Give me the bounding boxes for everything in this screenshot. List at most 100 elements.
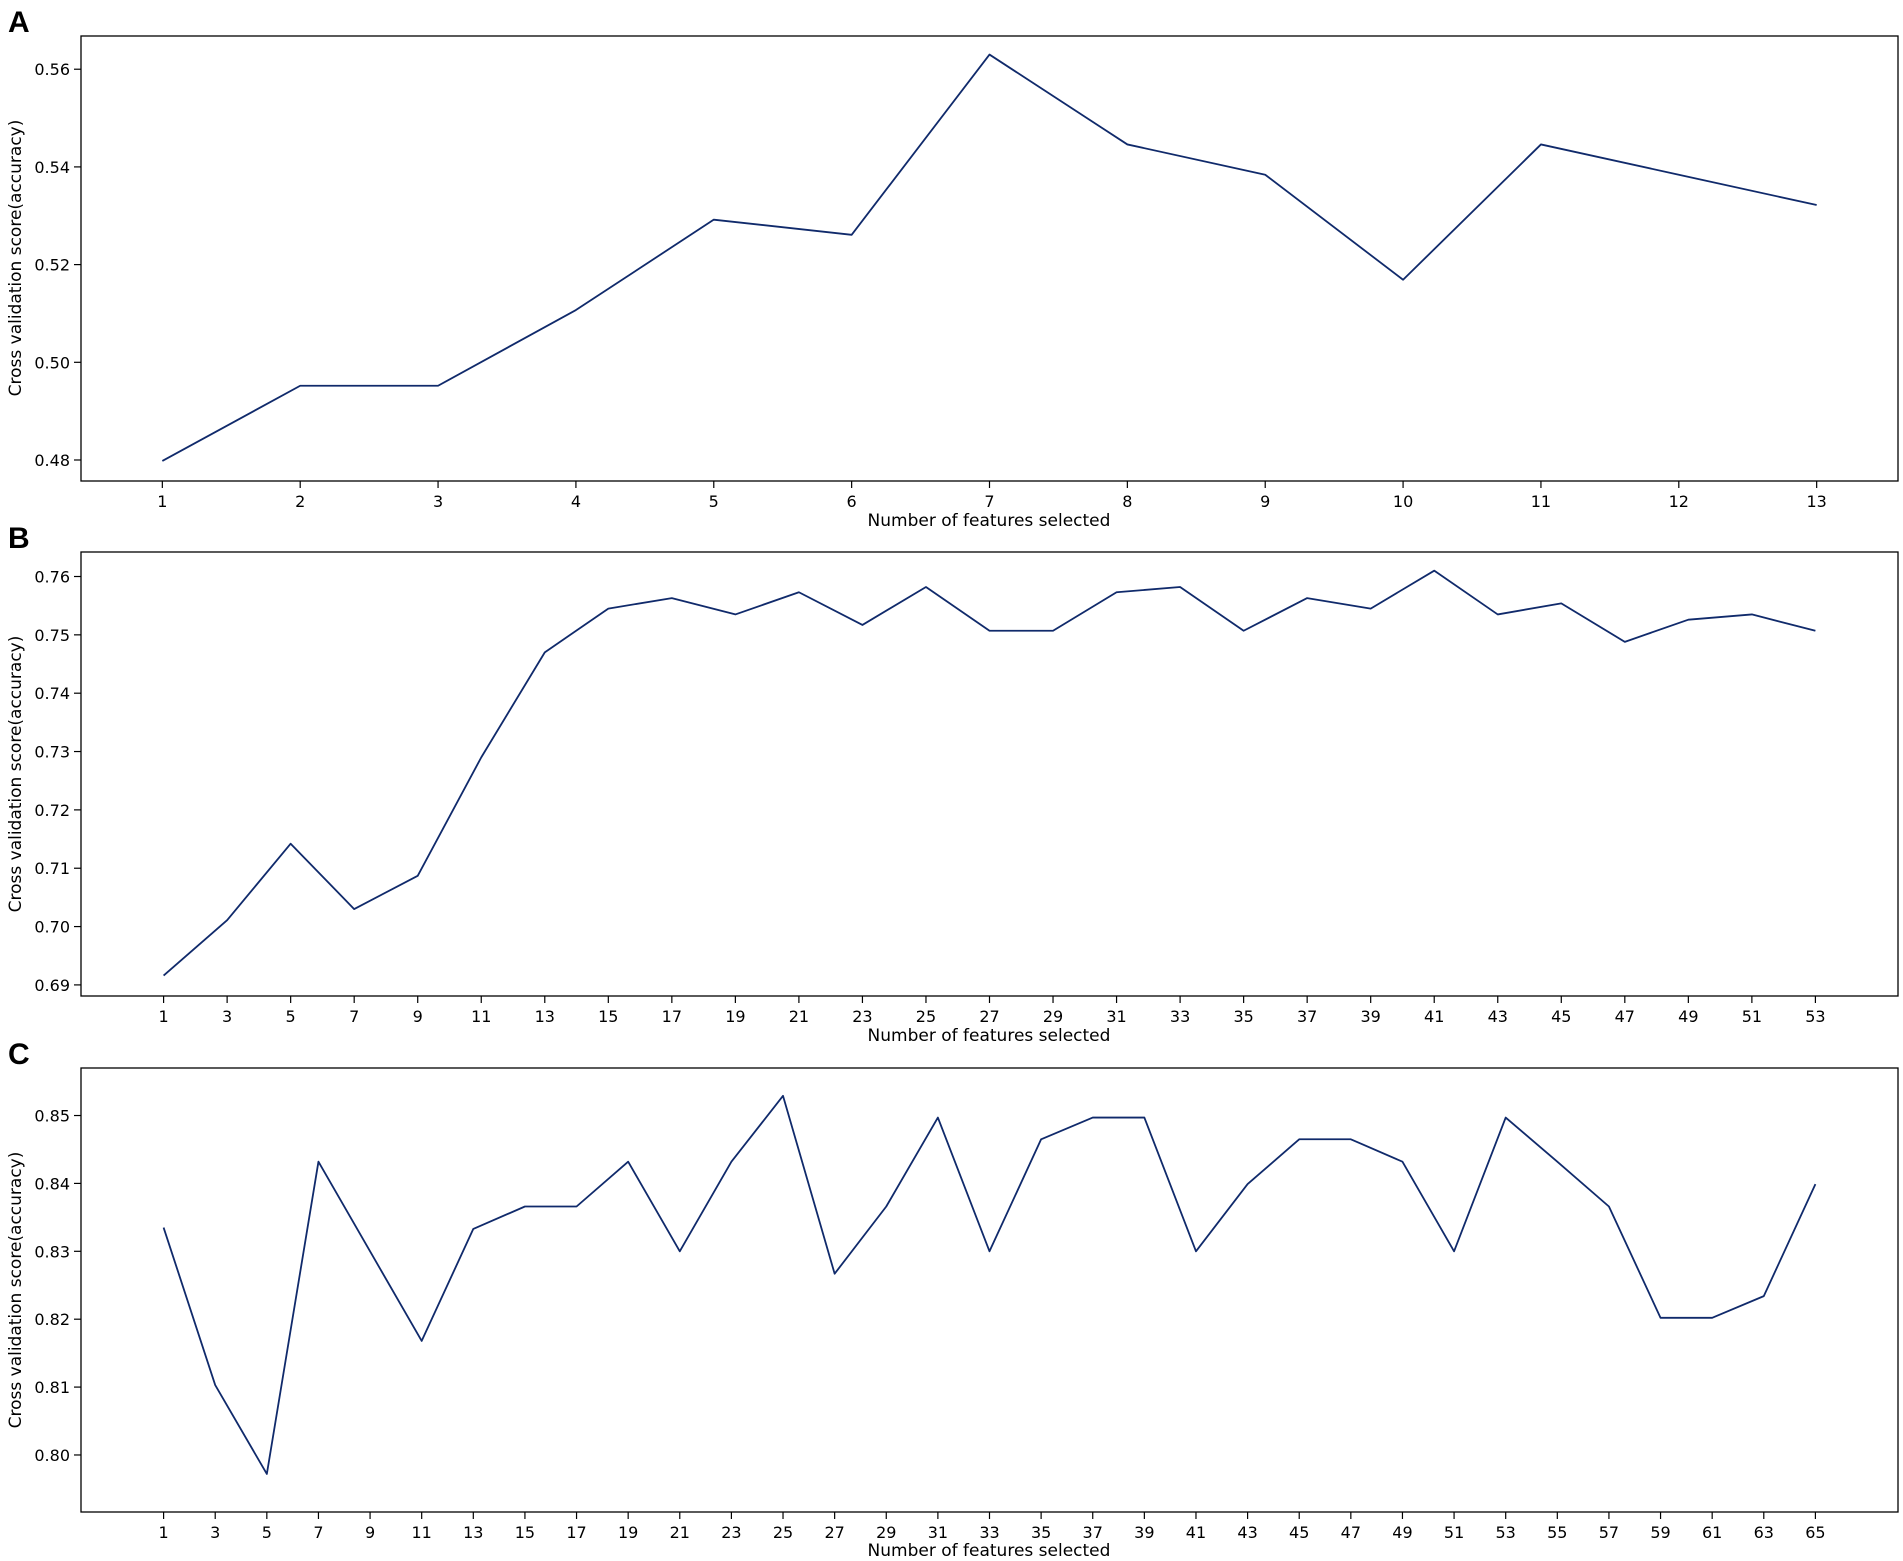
panel-a-x-tick-label: 10 <box>1393 492 1413 511</box>
panel-a-y-axis-label: Cross validation score(accuracy) <box>6 120 26 397</box>
panel-c-x-tick-label: 31 <box>928 1523 948 1542</box>
panel-a-x-tick-label: 8 <box>1122 492 1132 511</box>
panel-a-x-tick-label: 7 <box>984 492 994 511</box>
panel-c-y-axis-label: Cross validation score(accuracy) <box>6 1152 26 1429</box>
panel-b-x-tick-label: 51 <box>1742 1007 1762 1026</box>
panel-b-x-tick-label: 23 <box>852 1007 872 1026</box>
panel-c-x-tick-label: 59 <box>1650 1523 1670 1542</box>
panel-a-plot-frame <box>80 35 1899 482</box>
panel-a-y-ticks: 0.48 0.50 0.52 0.54 0.56 <box>34 60 81 470</box>
panel-b-y-axis-label: Cross validation score(accuracy) <box>6 636 26 913</box>
panel-b-x-tick-label: 35 <box>1233 1007 1253 1026</box>
panel-b-series-line <box>162 569 1816 977</box>
panel-b: B 1 3 5 7 9 11 13 15 17 19 21 23 25 27 29 31 33 35 37 39 41 4… <box>6 522 1899 1046</box>
panel-c-x-tick-label: 41 <box>1186 1523 1206 1542</box>
panel-c-x-tick-label: 29 <box>876 1523 896 1542</box>
panel-c-x-tick-label: 49 <box>1392 1523 1412 1542</box>
panel-c-x-tick-label: 33 <box>979 1523 999 1542</box>
panel-c-x-tick-label: 1 <box>158 1523 168 1542</box>
panel-c-x-tick-label: 7 <box>313 1523 323 1542</box>
panel-a-x-axis-label: Number of features selected <box>868 511 1111 531</box>
panel-c-y-tick-label: 0.83 <box>34 1242 70 1261</box>
panel-b-x-tick-label: 13 <box>535 1007 555 1026</box>
panel-c-x-tick-label: 57 <box>1599 1523 1619 1542</box>
panel-a-x-tick-label: 12 <box>1669 492 1689 511</box>
panel-b-y-ticks: 0.69 0.70 0.71 0.72 0.73 0.74 0.75 0.76 <box>34 568 81 995</box>
panel-c-y-tick-label: 0.80 <box>34 1446 70 1465</box>
panel-a-y-tick-label: 0.48 <box>34 451 70 470</box>
panel-c-x-tick-label: 23 <box>721 1523 741 1542</box>
panel-a-x-tick-label: 2 <box>295 492 305 511</box>
panel-b-y-tick-label: 0.69 <box>34 976 70 995</box>
panel-c-letter: C <box>8 1038 30 1071</box>
panel-b-y-tick-label: 0.72 <box>34 801 70 820</box>
panel-a-y-tick-label: 0.50 <box>34 353 70 372</box>
panel-c-x-tick-label: 37 <box>1083 1523 1103 1542</box>
panel-b-x-tick-label: 17 <box>662 1007 682 1026</box>
panel-a-series-line <box>161 53 1817 462</box>
panel-c-series-line <box>162 1094 1817 1475</box>
panel-b-x-tick-label: 49 <box>1678 1007 1698 1026</box>
panel-b-y-tick-label: 0.76 <box>34 568 70 587</box>
panel-a-letter: A <box>8 6 30 39</box>
panel-a-y-tick-label: 0.52 <box>34 256 70 275</box>
panel-b-x-tick-label: 15 <box>598 1007 618 1026</box>
panel-b-x-tick-label: 41 <box>1424 1007 1444 1026</box>
panel-b-x-tick-label: 39 <box>1361 1007 1381 1026</box>
panel-c-x-axis-label: Number of features selected <box>868 1541 1111 1561</box>
panel-b-x-tick-label: 47 <box>1615 1007 1635 1026</box>
panel-c-x-tick-label: 3 <box>210 1523 220 1542</box>
panel-b-x-axis-label: Number of features selected <box>868 1026 1111 1046</box>
panel-a-x-tick-label: 6 <box>847 492 857 511</box>
panel-b-letter: B <box>8 522 30 555</box>
panel-c-x-tick-label: 21 <box>670 1523 690 1542</box>
panel-b-x-tick-label: 53 <box>1805 1007 1825 1026</box>
panel-a-x-tick-label: 11 <box>1531 492 1551 511</box>
panel-b-x-tick-label: 45 <box>1551 1007 1571 1026</box>
panel-a-y-tick-label: 0.54 <box>34 158 70 177</box>
panel-a-y-tick-label: 0.56 <box>34 60 70 79</box>
panel-c: C 1 3 5 7 9 11 13 15 17 19 21 23 25 27 29 31 33 35 37 39 41 4… <box>6 1038 1899 1561</box>
panel-b-x-tick-label: 3 <box>222 1007 232 1026</box>
panel-c-x-tick-label: 5 <box>262 1523 272 1542</box>
panel-c-x-tick-label: 15 <box>515 1523 535 1542</box>
panel-b-x-tick-label: 43 <box>1488 1007 1508 1026</box>
panel-a-x-tick-label: 3 <box>433 492 443 511</box>
panel-a-x-ticks: 1 2 3 4 5 6 7 8 9 10 11 12 13 <box>157 481 1827 511</box>
panel-c-x-tick-label: 27 <box>824 1523 844 1542</box>
panel-c-x-tick-label: 19 <box>618 1523 638 1542</box>
panel-b-x-tick-label: 31 <box>1106 1007 1126 1026</box>
panel-c-y-tick-label: 0.84 <box>34 1174 70 1193</box>
panel-b-y-tick-label: 0.70 <box>34 918 70 937</box>
panel-a-x-tick-label: 4 <box>571 492 581 511</box>
panel-c-x-tick-label: 9 <box>365 1523 375 1542</box>
panel-b-x-tick-label: 11 <box>471 1007 491 1026</box>
panel-b-x-tick-label: 5 <box>286 1007 296 1026</box>
panel-c-y-tick-label: 0.85 <box>34 1107 70 1126</box>
panel-b-x-tick-label: 29 <box>1043 1007 1063 1026</box>
panel-a-x-tick-label: 1 <box>157 492 167 511</box>
panel-c-x-ticks: 1 3 5 7 9 11 13 15 17 19 21 23 25 27 29 31 33 35 37 39 41 43 4… <box>158 1512 1826 1542</box>
panel-b-x-tick-label: 21 <box>789 1007 809 1026</box>
panel-c-x-tick-label: 11 <box>412 1523 432 1542</box>
panel-a-x-tick-label: 13 <box>1806 492 1826 511</box>
panel-b-y-tick-label: 0.75 <box>34 626 70 645</box>
panel-b-y-tick-label: 0.71 <box>34 859 70 878</box>
panel-b-x-ticks: 1 3 5 7 9 11 13 15 17 19 21 23 25 27 29 31 33 35 37 39 41 43 4… <box>158 996 1826 1026</box>
panel-b-x-tick-label: 27 <box>979 1007 999 1026</box>
panel-b-x-tick-label: 37 <box>1297 1007 1317 1026</box>
panel-c-x-tick-label: 63 <box>1754 1523 1774 1542</box>
panel-b-x-tick-label: 1 <box>158 1007 168 1026</box>
panel-a-x-tick-label: 5 <box>709 492 719 511</box>
panel-b-x-tick-label: 25 <box>916 1007 936 1026</box>
panel-c-y-tick-label: 0.82 <box>34 1310 70 1329</box>
panel-c-x-tick-label: 53 <box>1496 1523 1516 1542</box>
panel-c-x-tick-label: 61 <box>1702 1523 1722 1542</box>
panel-b-x-tick-label: 9 <box>413 1007 423 1026</box>
panel-c-x-tick-label: 55 <box>1547 1523 1567 1542</box>
panel-c-x-tick-label: 13 <box>463 1523 483 1542</box>
panel-b-x-tick-label: 19 <box>725 1007 745 1026</box>
panel-c-x-tick-label: 65 <box>1805 1523 1825 1542</box>
panel-c-y-tick-label: 0.81 <box>34 1378 70 1397</box>
